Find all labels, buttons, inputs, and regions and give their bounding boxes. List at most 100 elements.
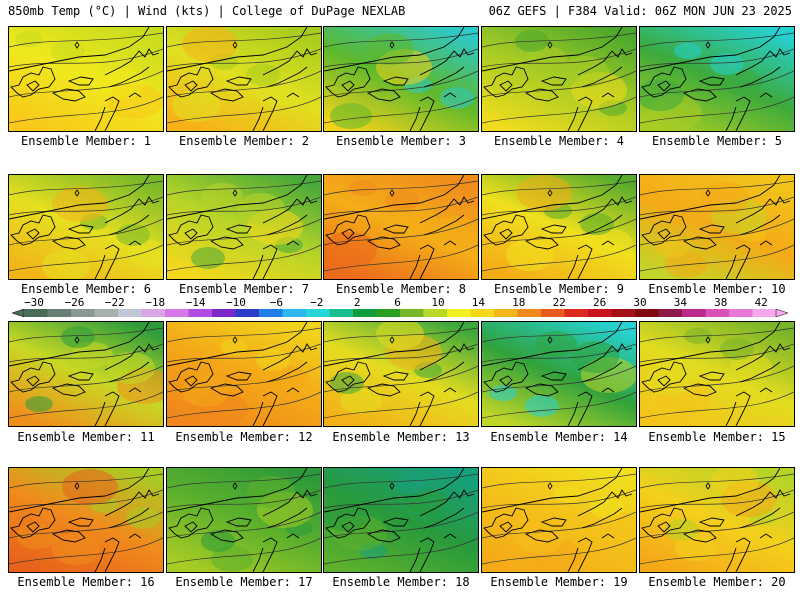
coastline [286, 240, 300, 246]
coastline [128, 387, 142, 393]
station-marker [74, 336, 80, 344]
colorbar-tick-label: 6 [394, 296, 401, 309]
coastline [524, 236, 559, 250]
colorbar-swatch [635, 309, 659, 317]
coastline [419, 489, 475, 517]
height-contour [167, 343, 321, 363]
colorbar-swatch [752, 309, 777, 317]
height-contour [640, 511, 794, 539]
height-contour [167, 96, 321, 124]
height-contour [9, 489, 163, 509]
ensemble-member-label: Ensemble Member: 1 [20, 134, 152, 148]
coastline [682, 383, 717, 397]
coastline [682, 236, 717, 250]
temperature-blotch [506, 239, 554, 271]
coastline [577, 196, 633, 224]
coastline [366, 236, 401, 250]
height-contour [324, 343, 478, 363]
height-contour [167, 489, 321, 509]
coastline [262, 96, 278, 131]
ensemble-member-label: Ensemble Member: 2 [178, 134, 310, 148]
coastline [209, 88, 244, 102]
coastline [419, 96, 435, 131]
height-contour [640, 537, 794, 565]
colorbar-swatch [188, 309, 213, 317]
colorbar-tick-label: −2 [310, 296, 324, 309]
temperature-blotch [16, 523, 58, 549]
temperature-field [324, 322, 478, 426]
colorbar-swatch [118, 309, 142, 317]
coastline [735, 96, 751, 131]
coastline [252, 254, 264, 279]
height-contour [482, 180, 636, 196]
temperature-field [640, 322, 794, 426]
coastline [499, 521, 513, 533]
colorbar-swatch [611, 309, 636, 317]
coastline [341, 80, 355, 92]
colorbar [12, 309, 788, 317]
coastline [108, 214, 150, 236]
coastline [51, 236, 86, 250]
coastline [483, 214, 529, 246]
coastline [168, 361, 214, 393]
coastline [409, 547, 421, 572]
temperature-field [9, 322, 163, 426]
coastline [366, 88, 401, 102]
coastline [108, 66, 150, 88]
colorbar-tick-label: 14 [471, 296, 486, 309]
ensemble-member-map [8, 467, 164, 573]
temperature-blotch [701, 182, 749, 214]
colorbar-graphic [12, 309, 788, 317]
temperature-blotch [600, 512, 636, 538]
temperature-blotch [525, 395, 559, 417]
colorbar-swatch [423, 309, 448, 317]
coastline [286, 387, 300, 393]
temperature-blotch [191, 247, 225, 269]
coastline [209, 236, 244, 250]
coastline [601, 533, 615, 539]
colorbar-swatch [541, 309, 565, 317]
coastline [499, 228, 513, 240]
temperature-blotch [71, 342, 113, 368]
height-contour [482, 511, 636, 539]
ensemble-member-label: Ensemble Member: 10 [648, 282, 786, 296]
coastline [366, 529, 401, 543]
colorbar-swatch [165, 309, 189, 317]
ensemble-member-label: Ensemble Member: 17 [175, 575, 313, 589]
height-contour [324, 511, 478, 539]
temperature-field [167, 175, 321, 279]
temperature-blotch [51, 41, 85, 63]
coastline [581, 66, 623, 88]
height-contour [167, 48, 321, 68]
coastline [443, 533, 457, 539]
height-contour [9, 537, 163, 565]
coastline [540, 517, 567, 527]
colorbar-tick-label: −26 [64, 296, 85, 309]
colorbar-swatch [705, 309, 730, 317]
ensemble-member-map [481, 467, 637, 573]
temperature-field [640, 175, 794, 279]
coastline [482, 322, 623, 367]
coastline [324, 322, 465, 367]
height-contour [324, 489, 478, 509]
colorbar-swatch [47, 309, 72, 317]
coastline [735, 391, 751, 426]
station-marker [547, 189, 553, 197]
colorbar-tick-label: 26 [592, 296, 607, 309]
temperature-blotch [247, 476, 295, 508]
coastline [51, 383, 86, 397]
coastline [499, 375, 513, 387]
height-contour [324, 391, 478, 419]
coastline [540, 224, 567, 234]
coastline [759, 387, 773, 393]
height-contour [640, 48, 794, 68]
coastline [262, 489, 318, 517]
height-contour [482, 196, 636, 216]
station-marker [74, 41, 80, 49]
height-contour [167, 218, 321, 246]
coastline [524, 88, 559, 102]
coastline [325, 214, 371, 246]
coastline [225, 76, 252, 86]
height-contour [482, 365, 636, 393]
coastline [577, 343, 633, 371]
